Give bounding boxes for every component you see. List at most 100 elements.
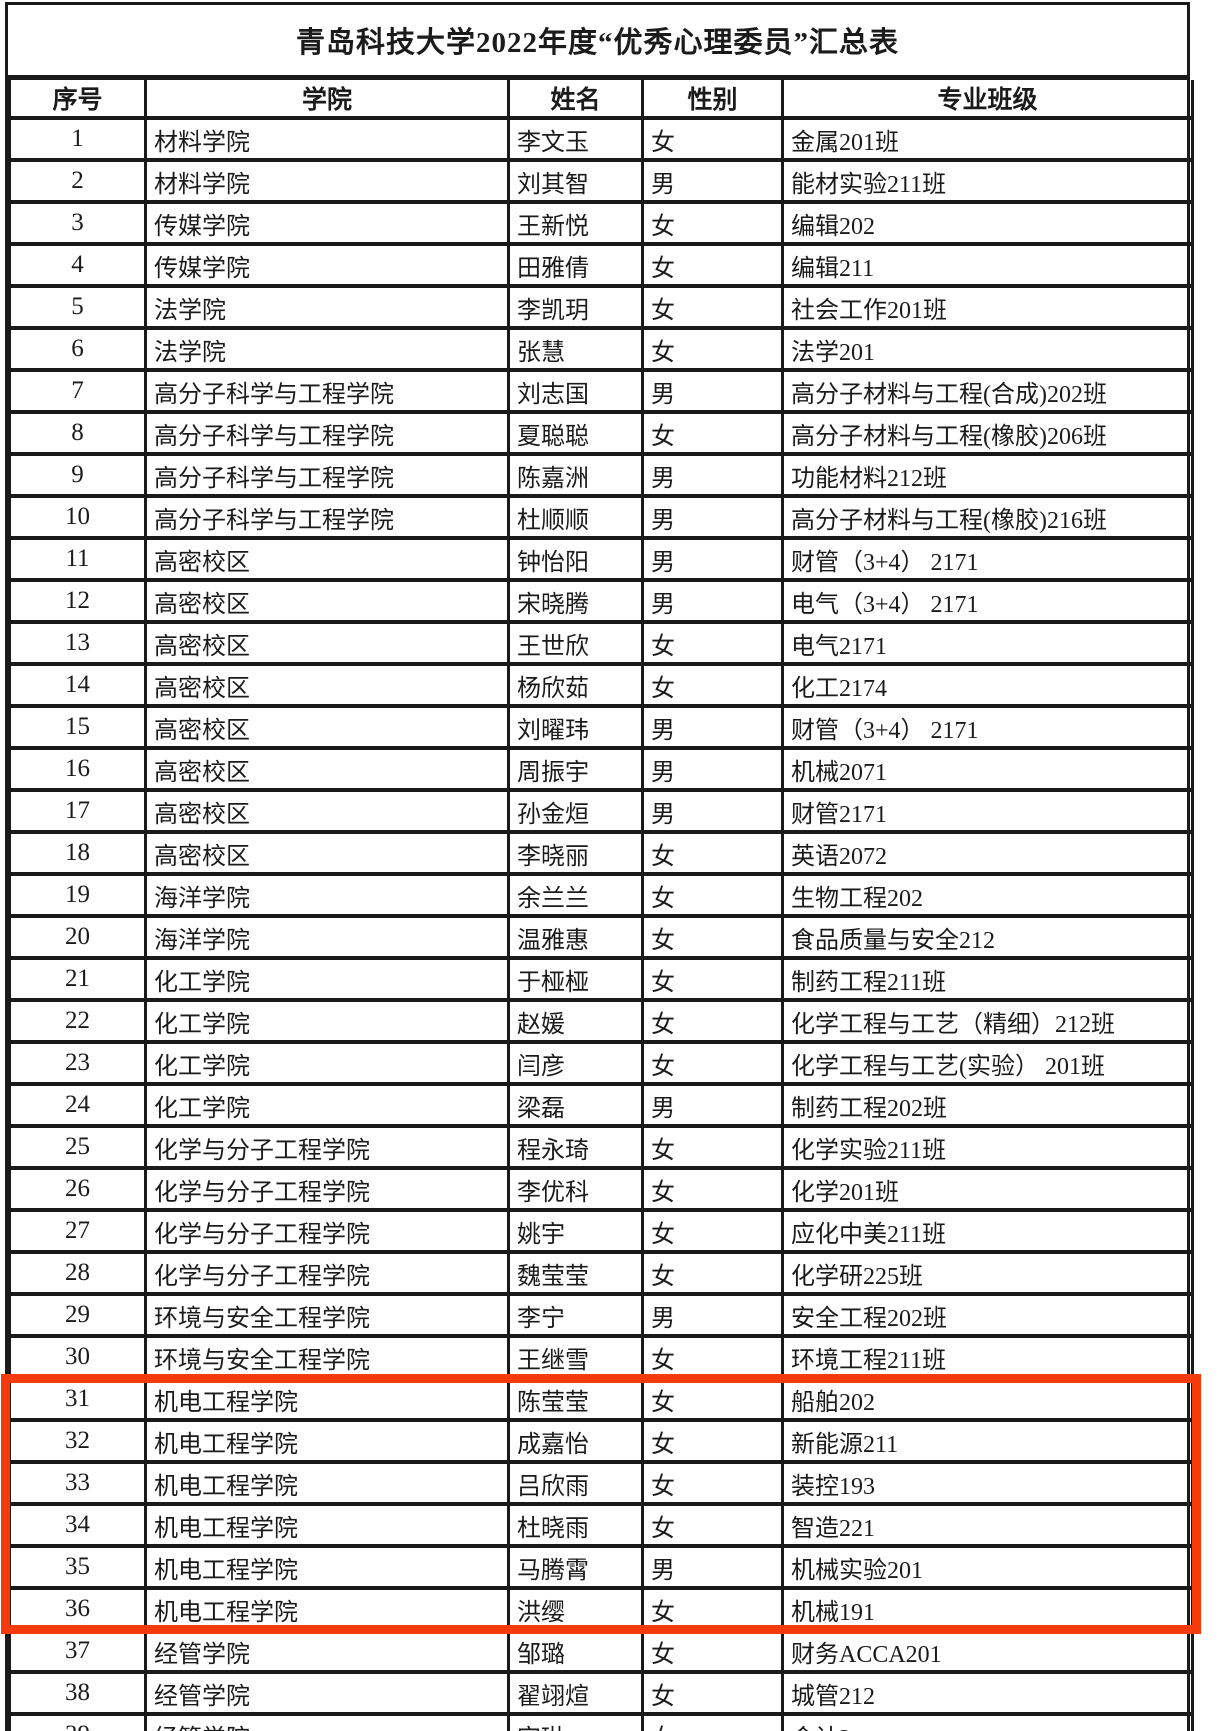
table-row: 3 传媒学院 王新悦女编辑202 xyxy=(8,202,1194,246)
cell-college: 化工学院 xyxy=(144,958,510,1002)
cell-college: 经管学院 xyxy=(144,1714,510,1731)
cell-gender: 男 xyxy=(641,748,784,792)
cell-class: 制药工程202班 xyxy=(781,1084,1194,1128)
cell-class: 化学研225班 xyxy=(781,1252,1194,1296)
cell-name: 刘曜玮 xyxy=(507,706,644,750)
cell-index: 6 xyxy=(8,328,147,372)
cell-index: 38 xyxy=(8,1672,147,1716)
table-row: 13 高密校区 王世欣女电气2171 xyxy=(8,622,1194,666)
cell-name: 周振宇 xyxy=(507,748,644,792)
cell-index: 8 xyxy=(8,412,147,456)
table-row: 17 高密校区 孙金烜男财管2171 xyxy=(8,790,1194,834)
cell-name: 张慧 xyxy=(507,328,644,372)
cell-gender: 女 xyxy=(641,958,784,1002)
cell-name: 温雅惠 xyxy=(507,916,644,960)
cell-index: 24 xyxy=(8,1084,147,1128)
cell-college: 环境与安全工程学院 xyxy=(144,1294,510,1338)
cell-gender: 男 xyxy=(641,580,784,624)
cell-name: 王新悦 xyxy=(507,202,644,246)
cell-index: 31 xyxy=(8,1378,147,1422)
cell-college: 高分子科学与工程学院 xyxy=(144,496,510,540)
table-row: 19 海洋学院 余兰兰女生物工程202 xyxy=(8,874,1194,918)
cell-gender: 女 xyxy=(641,1378,784,1422)
cell-name: 王世欣 xyxy=(507,622,644,666)
cell-class: 金属201班 xyxy=(781,118,1194,162)
cell-name: 李文玉 xyxy=(507,118,644,162)
cell-class: 财管（3+4） 2171 xyxy=(781,706,1194,750)
cell-class: 化学实验211班 xyxy=(781,1126,1194,1170)
table-row: 15 高密校区 刘曜玮男财管（3+4） 2171 xyxy=(8,706,1194,750)
header-class: 专业班级 xyxy=(781,80,1194,120)
cell-gender: 男 xyxy=(641,790,784,834)
cell-college: 化工学院 xyxy=(144,1000,510,1044)
cell-class: 船舶202 xyxy=(781,1378,1194,1422)
cell-index: 34 xyxy=(8,1504,147,1548)
cell-gender: 女 xyxy=(641,1042,784,1086)
cell-name: 于桠桠 xyxy=(507,958,644,1002)
cell-name: 邹璐 xyxy=(507,1630,644,1674)
cell-index: 33 xyxy=(8,1462,147,1506)
cell-college: 化工学院 xyxy=(144,1042,510,1086)
cell-class: 制药工程211班 xyxy=(781,958,1194,1002)
cell-class: 机械191 xyxy=(781,1588,1194,1632)
cell-index: 13 xyxy=(8,622,147,666)
cell-class: 财管（3+4） 2171 xyxy=(781,538,1194,582)
cell-name: 陈莹莹 xyxy=(507,1378,644,1422)
cell-class: 电气（3+4） 2171 xyxy=(781,580,1194,624)
cell-gender: 女 xyxy=(641,244,784,288)
cell-class: 财管2171 xyxy=(781,790,1194,834)
table-row: 28 化学与分子工程学院 魏莹莹女化学研225班 xyxy=(8,1252,1194,1296)
table-row: 7 高分子科学与工程学院 刘志国男高分子材料与工程(合成)202班 xyxy=(8,370,1194,414)
cell-college: 机电工程学院 xyxy=(144,1588,510,1632)
cell-class: 化学工程与工艺(实验） 201班 xyxy=(781,1042,1194,1086)
cell-index: 26 xyxy=(8,1168,147,1212)
cell-college: 材料学院 xyxy=(144,118,510,162)
table-row: 8 高分子科学与工程学院 夏聪聪女高分子材料与工程(橡胶)206班 xyxy=(8,412,1194,456)
cell-index: 27 xyxy=(8,1210,147,1254)
table-row: 1 材料学院 李文玉女金属201班 xyxy=(8,118,1194,162)
cell-index: 10 xyxy=(8,496,147,540)
cell-college: 机电工程学院 xyxy=(144,1378,510,1422)
cell-name: 李凯玥 xyxy=(507,286,644,330)
table-row: 5 法学院 李凯玥女社会工作201班 xyxy=(8,286,1194,330)
cell-college: 法学院 xyxy=(144,286,510,330)
cell-index: 25 xyxy=(8,1126,147,1170)
cell-index: 1 xyxy=(8,118,147,162)
table-row: 38 经管学院 翟翊煊女城管212 xyxy=(8,1672,1194,1716)
cell-index: 4 xyxy=(8,244,147,288)
table-row: 25 化学与分子工程学院 程永琦女化学实验211班 xyxy=(8,1126,1194,1170)
table-row: 2 材料学院 刘其智男能材实验211班 xyxy=(8,160,1194,204)
cell-class: 化学201班 xyxy=(781,1168,1194,1212)
cell-class: 食品质量与安全212 xyxy=(781,916,1194,960)
cell-gender: 女 xyxy=(641,1000,784,1044)
cell-name: 姚宇 xyxy=(507,1210,644,1254)
cell-gender: 女 xyxy=(641,412,784,456)
cell-name: 赵媛 xyxy=(507,1000,644,1044)
cell-college: 高密校区 xyxy=(144,538,510,582)
cell-class: 能材实验211班 xyxy=(781,160,1194,204)
cell-index: 39 xyxy=(8,1714,147,1731)
cell-college: 机电工程学院 xyxy=(144,1420,510,1464)
cell-college: 高分子科学与工程学院 xyxy=(144,454,510,498)
table-row: 24 化工学院 梁磊男制药工程202班 xyxy=(8,1084,1194,1128)
cell-name: 李晓丽 xyxy=(507,832,644,876)
table-row: 16 高密校区 周振宇男机械2071 xyxy=(8,748,1194,792)
cell-class: 电气2171 xyxy=(781,622,1194,666)
cell-gender: 男 xyxy=(641,1084,784,1128)
table-row: 6 法学院 张慧女法学201 xyxy=(8,328,1194,372)
cell-college: 高密校区 xyxy=(144,706,510,750)
cell-name: 田雅倩 xyxy=(507,244,644,288)
table-row: 32 机电工程学院 成嘉怡女新能源211 xyxy=(8,1420,1194,1464)
cell-name: 刘其智 xyxy=(507,160,644,204)
cell-college: 机电工程学院 xyxy=(144,1546,510,1590)
cell-class: 社会工作201班 xyxy=(781,286,1194,330)
cell-gender: 女 xyxy=(641,1420,784,1464)
cell-index: 17 xyxy=(8,790,147,834)
cell-name: 程永琦 xyxy=(507,1126,644,1170)
cell-index: 15 xyxy=(8,706,147,750)
cell-index: 19 xyxy=(8,874,147,918)
header-row: 序号 学院 姓名 性别 专业班级 xyxy=(8,80,1194,120)
header-gender: 性别 xyxy=(641,80,784,120)
table-row: 20 海洋学院 温雅惠女食品质量与安全212 xyxy=(8,916,1194,960)
